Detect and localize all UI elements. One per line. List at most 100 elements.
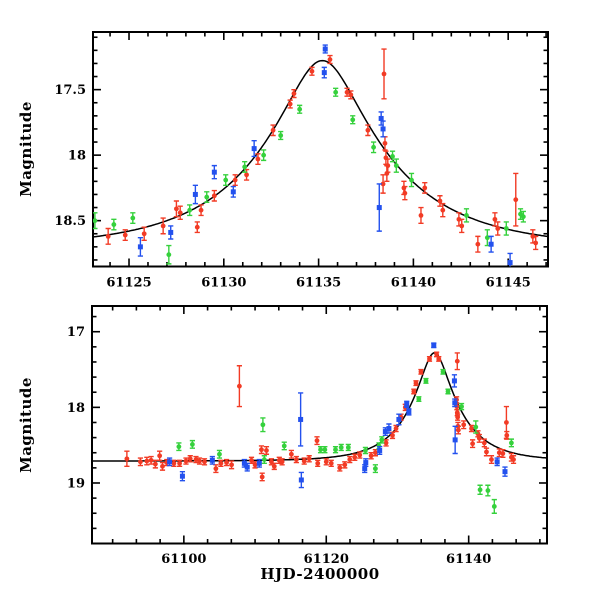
series-blue <box>137 44 513 267</box>
data-point-red <box>533 240 539 246</box>
y-tick-label: 17 <box>67 325 85 340</box>
data-point-red <box>309 68 315 74</box>
data-point-red <box>270 127 276 133</box>
data-point-red <box>105 233 111 239</box>
data-point-blue <box>230 189 236 195</box>
data-point-red <box>148 457 154 463</box>
data-point-blue <box>251 146 257 152</box>
data-point-red <box>315 460 321 466</box>
data-point-blue <box>168 229 174 235</box>
plot-generated-content: 61125 61130 61135 61140 61145 17.5 18 18.5 61100… <box>54 31 549 567</box>
data-point-blue <box>377 447 383 453</box>
data-point-red <box>224 460 229 465</box>
data-point-red <box>383 440 389 446</box>
data-point-red <box>500 451 506 456</box>
x-tick-label: 61145 <box>486 276 531 291</box>
data-point-green <box>242 164 248 170</box>
axis-ticks <box>92 306 547 545</box>
data-point-green <box>464 213 469 218</box>
data-point-green <box>473 424 479 430</box>
data-point-green <box>390 154 395 159</box>
data-point-red <box>160 463 165 469</box>
data-point-red <box>481 440 487 446</box>
x-tick-label: 61130 <box>201 276 246 291</box>
data-point-red <box>218 460 224 466</box>
data-point-green <box>204 194 210 200</box>
data-point-red <box>213 466 219 472</box>
data-point-blue <box>322 46 328 52</box>
data-point-green <box>363 448 368 453</box>
data-point-red <box>469 426 474 431</box>
data-point-red <box>264 448 269 453</box>
data-point-red <box>288 451 294 457</box>
data-point-green <box>485 488 491 493</box>
data-point-red <box>122 232 128 238</box>
data-point-red <box>436 356 442 362</box>
data-point-green <box>503 226 509 231</box>
data-point-blue <box>363 460 369 466</box>
series-red <box>105 48 539 253</box>
data-point-green <box>338 445 344 450</box>
data-point-green <box>187 207 193 213</box>
data-point-red <box>174 206 179 212</box>
data-point-red <box>390 432 395 438</box>
data-point-green <box>393 163 399 169</box>
data-point-green <box>130 215 136 221</box>
data-point-green <box>217 451 222 457</box>
data-point-red <box>171 460 177 466</box>
data-point-blue <box>137 244 143 250</box>
data-point-red <box>271 463 277 469</box>
data-point-green <box>376 443 382 449</box>
model-curve <box>92 352 547 462</box>
plot-frame <box>92 31 549 268</box>
data-point-red <box>411 389 417 394</box>
data-point-red <box>202 459 207 465</box>
data-point-red <box>291 91 297 96</box>
data-point-blue <box>244 464 250 470</box>
data-point-red <box>287 101 293 107</box>
y-axis-label-bottom: Magnitude <box>17 377 35 473</box>
data-point-green <box>345 445 351 450</box>
panel-data-area <box>93 44 548 267</box>
tick-labels: 61100 61120 61140 17 18 19 <box>67 325 491 567</box>
y-axis-label-top: Magnitude <box>17 101 35 197</box>
data-point-red <box>427 356 432 362</box>
data-point-green <box>176 444 182 450</box>
data-point-red <box>476 435 482 441</box>
panel-data-area <box>92 342 547 514</box>
data-point-red <box>342 462 348 468</box>
data-point-red <box>124 456 130 462</box>
data-point-blue <box>211 169 217 175</box>
data-point-red <box>393 426 399 431</box>
tick-labels: 61125 61130 61135 61140 61145 17.5 18 18.5 <box>54 83 530 290</box>
data-point-red <box>352 454 358 460</box>
data-point-red <box>141 231 147 237</box>
panel-top: 61125 61130 61135 61140 61145 17.5 18 18.5 <box>54 31 549 291</box>
data-point-red <box>492 216 498 222</box>
data-point-blue <box>376 205 382 211</box>
data-point-green <box>260 422 266 428</box>
data-point-blue <box>406 409 412 415</box>
data-point-blue <box>298 416 304 422</box>
data-point-green <box>372 466 378 472</box>
data-point-green <box>189 442 195 447</box>
data-point-green <box>445 389 451 394</box>
data-point-blue <box>380 126 386 132</box>
data-point-blue <box>167 459 173 465</box>
data-point-green <box>379 437 385 443</box>
data-point-red <box>437 198 443 204</box>
model-curve <box>93 59 548 238</box>
data-point-blue <box>452 400 458 406</box>
data-point-red <box>314 438 320 444</box>
data-point-red <box>183 458 189 464</box>
data-point-blue <box>192 191 198 197</box>
data-point-blue <box>488 241 494 247</box>
data-point-red <box>152 461 158 467</box>
data-point-blue <box>362 466 368 472</box>
data-point-red <box>381 71 387 77</box>
data-point-green <box>459 404 464 409</box>
data-point-red <box>495 226 501 231</box>
data-point-red <box>211 193 217 199</box>
y-tick-label: 19 <box>67 476 85 491</box>
